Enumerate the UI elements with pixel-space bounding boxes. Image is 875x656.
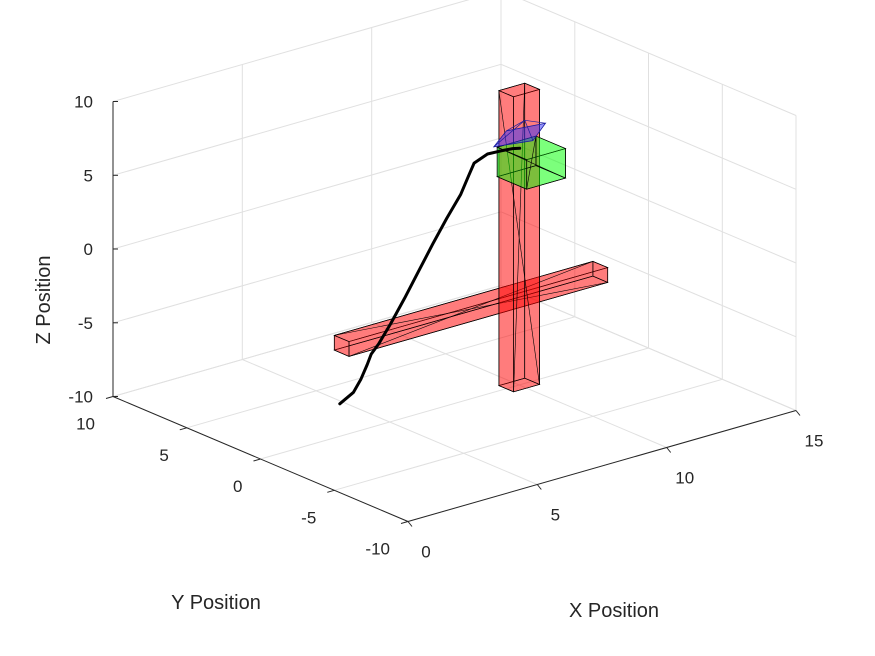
z-tick-label: -5 (78, 314, 93, 333)
grid-line (334, 378, 723, 491)
objects-layer (333, 82, 609, 406)
grid-line (500, 211, 797, 338)
x-axis-label: X Position (569, 600, 659, 622)
vehicle-edge (493, 120, 526, 148)
x-tick-label: 0 (421, 543, 430, 562)
y-tick-label: 10 (76, 415, 95, 434)
grid-line (500, 63, 797, 190)
obstacle-0-edge (334, 282, 608, 336)
y-tick-label: -10 (365, 540, 390, 559)
y-tick-mark (179, 427, 187, 431)
y-tick-mark (105, 396, 114, 399)
x-tick-mark (795, 410, 801, 416)
x-tick-label: 15 (805, 432, 824, 451)
y-tick-label: -5 (301, 508, 316, 527)
x-tick-mark (407, 521, 413, 527)
x-tick-label: 10 (675, 469, 694, 488)
grid-line (186, 316, 575, 429)
grid-line (112, 285, 502, 397)
grid-line (522, 0, 797, 116)
y-tick-mark (400, 521, 409, 524)
grid-line (260, 347, 649, 460)
labels-layer: X Position Y Position Z Position 0 5 10 15 -… (33, 93, 823, 623)
z-tick-label: 0 (84, 240, 93, 259)
z-tick-label: 5 (84, 166, 93, 185)
grid-line (500, 285, 797, 411)
grid-line (112, 137, 502, 250)
vehicle (492, 119, 547, 148)
obstacle-0 (333, 260, 609, 357)
vehicle-edge (524, 120, 534, 141)
y-tick-label: 5 (159, 446, 168, 465)
obstacle-0-face (333, 260, 594, 351)
x-axis-line (407, 410, 797, 522)
vehicle-edge (506, 119, 525, 132)
x-tick-label: 5 (551, 506, 560, 525)
start-region-edge (497, 146, 566, 179)
y-axis-label: Y Position (171, 592, 261, 614)
vehicle-edge (524, 119, 546, 124)
grid-line (112, 0, 470, 102)
x-tick-mark (536, 484, 542, 490)
z-tick-label: 10 (74, 93, 93, 112)
start-region (496, 135, 567, 190)
grid-layer (112, 0, 797, 522)
y-tick-mark (327, 489, 335, 493)
trajectory-line (338, 146, 522, 406)
z-axis-label: Z Position (33, 256, 55, 345)
x-tick-mark (666, 447, 672, 453)
z-tick-label: -10 (68, 388, 93, 407)
y-tick-mark (253, 458, 261, 462)
grid-line (500, 137, 797, 264)
y-tick-label: 0 (233, 477, 242, 496)
grid-line (112, 211, 502, 324)
grid-line (112, 63, 502, 176)
axes-layer (105, 101, 801, 527)
